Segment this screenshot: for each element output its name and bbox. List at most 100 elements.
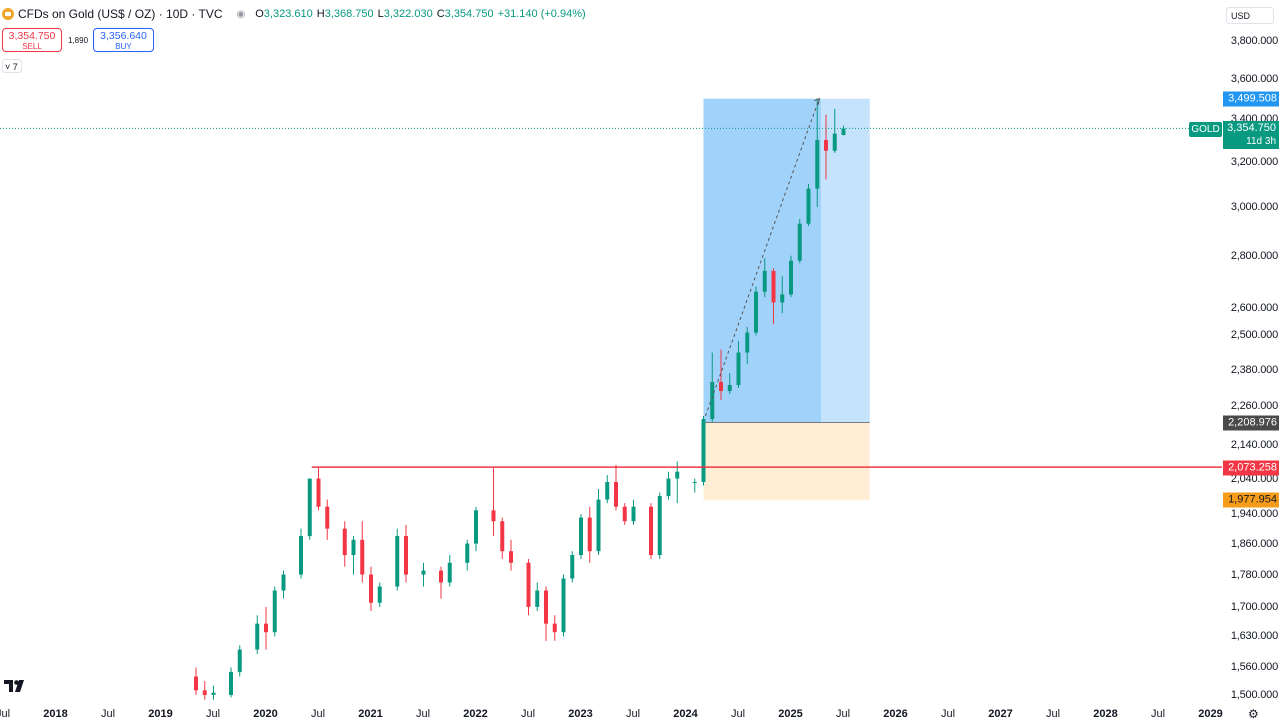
sell-price: 3,354.750: [8, 30, 56, 42]
time-tick: Jul: [310, 708, 326, 720]
time-tick: Jul: [205, 708, 221, 720]
candle-body: [325, 506, 330, 529]
price-tick: 1,700.000: [1230, 600, 1278, 613]
price-chart[interactable]: [0, 0, 1222, 720]
eye-icon[interactable]: ◉: [236, 8, 246, 20]
time-tick: Jul: [100, 708, 116, 720]
price-tick: 3,600.000: [1230, 72, 1278, 85]
price-tick: 3,000.000: [1230, 201, 1278, 214]
last-price-label: 3,354.750 11d 3h: [1223, 121, 1279, 149]
candle-body: [509, 551, 513, 563]
candle-body: [605, 482, 610, 500]
price-tick: 2,140.000: [1230, 438, 1278, 451]
time-tick: 2019: [148, 708, 173, 720]
candle-body: [255, 623, 260, 650]
candle-body: [727, 385, 732, 392]
price-tick: 2,500.000: [1230, 329, 1278, 342]
close-value: 3,354.750: [444, 8, 494, 20]
candle-body: [447, 562, 452, 583]
low-value: 3,322.030: [383, 8, 433, 20]
profit-zone: [821, 98, 870, 423]
indicators-toggle[interactable]: ˅ 7: [2, 59, 22, 73]
time-tick: 2028: [1093, 708, 1118, 720]
candle-body: [614, 482, 618, 507]
candle-body: [377, 586, 382, 603]
candle-body: [780, 294, 785, 303]
currency-selector[interactable]: USD: [1226, 7, 1274, 24]
candle-body: [824, 140, 828, 151]
time-tick: Jul: [625, 708, 641, 720]
high-label: H: [316, 8, 325, 20]
indicators-count: 7: [12, 62, 18, 72]
time-tick: Jul: [520, 708, 536, 720]
candle-body: [211, 692, 216, 695]
candle-body: [649, 506, 653, 556]
close-label: C: [436, 8, 445, 20]
candle-body: [272, 590, 277, 633]
time-tick: 2018: [43, 708, 68, 720]
time-tick: 2022: [463, 708, 488, 720]
candle-body: [701, 419, 706, 483]
candle-body: [535, 590, 540, 607]
candle-body: [841, 128, 846, 135]
candle-body: [237, 649, 242, 672]
sell-button[interactable]: 3,354.750 SELL: [2, 28, 62, 52]
arrow-head-icon: [814, 97, 820, 105]
candle-body: [544, 590, 548, 624]
gold-coin-icon: [2, 8, 14, 20]
candle-body: [719, 381, 723, 392]
candle-body: [815, 140, 820, 189]
candle-body: [832, 133, 837, 151]
symbol-title[interactable]: CFDs on Gold (US$ / OZ) · 10D · TVC: [18, 7, 223, 21]
bar-countdown: 11d 3h: [1246, 136, 1276, 147]
change-value: +31.140 (+0.94%): [497, 8, 586, 20]
price-tick: 3,800.000: [1230, 34, 1278, 47]
candle-body: [474, 510, 478, 544]
candle-body: [421, 570, 426, 575]
candle-body: [369, 574, 373, 603]
time-tick: 2029: [1198, 708, 1223, 720]
candle-body: [771, 270, 776, 303]
low-label: L: [377, 8, 384, 20]
candle-body: [692, 482, 697, 484]
candle-body: [439, 570, 443, 583]
symbol-legend[interactable]: CFDs on Gold (US$ / OZ) · 10D · TVC ◉ O …: [2, 6, 586, 22]
price-tick: 1,860.000: [1230, 537, 1278, 550]
candle-body: [587, 517, 592, 552]
horizontal-line-label: 2,073.258: [1223, 460, 1279, 476]
candle-body: [806, 188, 811, 224]
time-tick: 2020: [253, 708, 278, 720]
time-tick: 2026: [883, 708, 908, 720]
candle-body: [762, 270, 767, 292]
price-axis[interactable]: 3,800.000 3,600.000 3,400.000 3,200.000 3,00…: [1222, 0, 1280, 720]
stop-price-label: 1,977.954: [1223, 492, 1279, 508]
candle-body: [657, 496, 662, 556]
buy-button[interactable]: 3,356.640 BUY: [93, 28, 154, 52]
target-price-label: 3,499.508: [1223, 91, 1279, 107]
price-tick: 2,800.000: [1230, 249, 1278, 262]
price-tick: 2,260.000: [1230, 400, 1278, 413]
open-label: O: [255, 8, 264, 20]
time-tick: Jul: [415, 708, 431, 720]
candle-body: [552, 623, 557, 633]
spread-value: 1,890: [68, 36, 89, 45]
price-tick: 1,630.000: [1230, 630, 1278, 643]
candle-body: [526, 562, 531, 607]
time-tick: Jul: [730, 708, 746, 720]
candle-body: [281, 574, 286, 591]
candle-body: [710, 381, 715, 420]
candle-body: [745, 332, 750, 353]
chart-pane[interactable]: [0, 0, 1222, 720]
candle-body: [561, 578, 566, 633]
price-tick: 1,500.000: [1230, 689, 1278, 701]
gear-icon[interactable]: ⚙: [1248, 707, 1259, 721]
candle-body: [194, 676, 198, 691]
candle-body: [579, 517, 583, 556]
time-tick: 2024: [673, 708, 698, 720]
price-tick: 1,940.000: [1230, 507, 1278, 520]
candle-body: [570, 555, 575, 579]
time-tick: 2023: [568, 708, 593, 720]
candle-body: [596, 499, 601, 552]
entry-price-label: 2,208.976: [1223, 415, 1279, 431]
tradingview-logo[interactable]: [4, 680, 28, 692]
